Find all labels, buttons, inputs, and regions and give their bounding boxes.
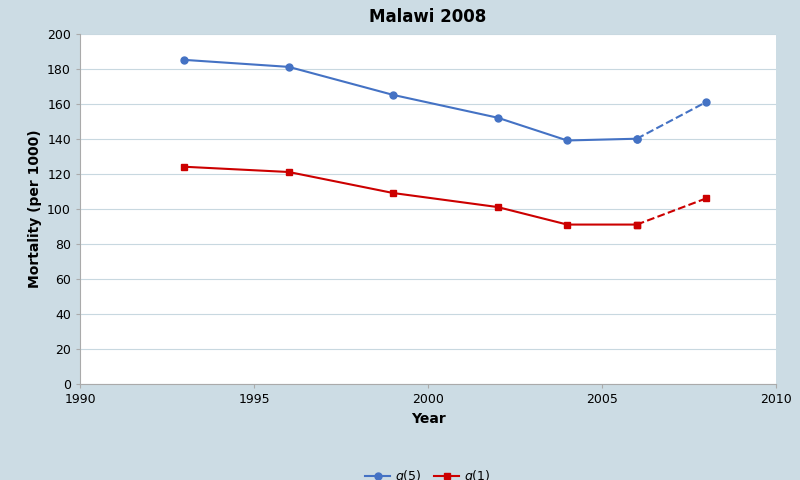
X-axis label: Year: Year [410,411,446,426]
Legend: $q(5)$, $q(1)$: $q(5)$, $q(1)$ [360,463,496,480]
Y-axis label: Mortality (per 1000): Mortality (per 1000) [27,130,42,288]
Title: Malawi 2008: Malawi 2008 [370,9,486,26]
